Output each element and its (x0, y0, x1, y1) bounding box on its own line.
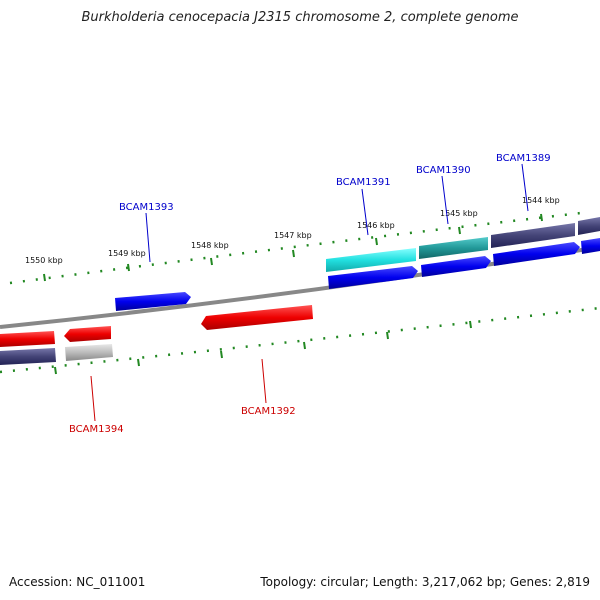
label-leaders (90, 163, 529, 422)
gene-feature (328, 266, 418, 289)
major-tick (386, 331, 389, 340)
gene-bcam1390 (419, 237, 488, 259)
scale-label: 1546 kbp (357, 221, 395, 230)
major-tick (469, 320, 472, 329)
genome-summary-text: Topology: circular; Length: 3,217,062 bp… (260, 575, 590, 589)
gene-feature (421, 256, 491, 277)
map-title: Burkholderia cenocepacia J2315 chromosom… (81, 10, 519, 25)
major-tick (137, 358, 140, 367)
major-tick (43, 273, 46, 282)
gene-label-bcam1389: BCAM1389 (496, 153, 551, 164)
gene-bcam1389 (491, 223, 575, 248)
accession-text: Accession: NC_011001 (9, 575, 146, 589)
gene-feature (581, 238, 600, 254)
gene-label-bcam1390: BCAM1390 (416, 165, 471, 176)
major-tick (220, 350, 223, 359)
scale-label: 1548 kbp (191, 241, 229, 250)
major-tick (210, 257, 213, 266)
major-tick (540, 213, 543, 222)
scale-label: 1550 kbp (25, 256, 63, 265)
gene-bcam1393 (115, 292, 191, 311)
gene-feature (0, 348, 56, 365)
gene-bcam1391 (326, 248, 416, 272)
gene-bcam1394 (64, 326, 111, 342)
gene-labels: BCAM1389 BCAM1390 BCAM1391 BCAM1393 BCAM… (69, 153, 551, 435)
lower-scale (0, 306, 600, 375)
gene-label-bcam1391: BCAM1391 (336, 177, 391, 188)
scale-label: 1544 kbp (522, 196, 560, 205)
gene-label-bcam1393: BCAM1393 (119, 202, 174, 213)
reverse-features[interactable] (0, 305, 313, 365)
gene-label-bcam1392: BCAM1392 (241, 406, 296, 417)
scale-labels: 1550 kbp 1549 kbp 1548 kbp 1547 kbp 1546… (25, 196, 560, 265)
scale-label: 1545 kbp (440, 209, 478, 218)
gene-bcam1392 (201, 305, 313, 330)
major-tick (292, 249, 295, 258)
major-tick (127, 263, 130, 272)
forward-features[interactable] (115, 217, 600, 311)
gene-feature (0, 331, 55, 347)
gene-feature (65, 344, 113, 361)
major-tick (54, 366, 57, 375)
gene-feature (578, 217, 600, 235)
upper-scale (9, 210, 591, 285)
major-tick (375, 237, 378, 246)
scale-label: 1547 kbp (274, 231, 312, 240)
major-tick (303, 341, 306, 350)
scale-label: 1549 kbp (108, 249, 146, 258)
gene-label-bcam1394: BCAM1394 (69, 424, 124, 435)
major-tick (458, 226, 461, 235)
gene-feature (493, 242, 580, 266)
